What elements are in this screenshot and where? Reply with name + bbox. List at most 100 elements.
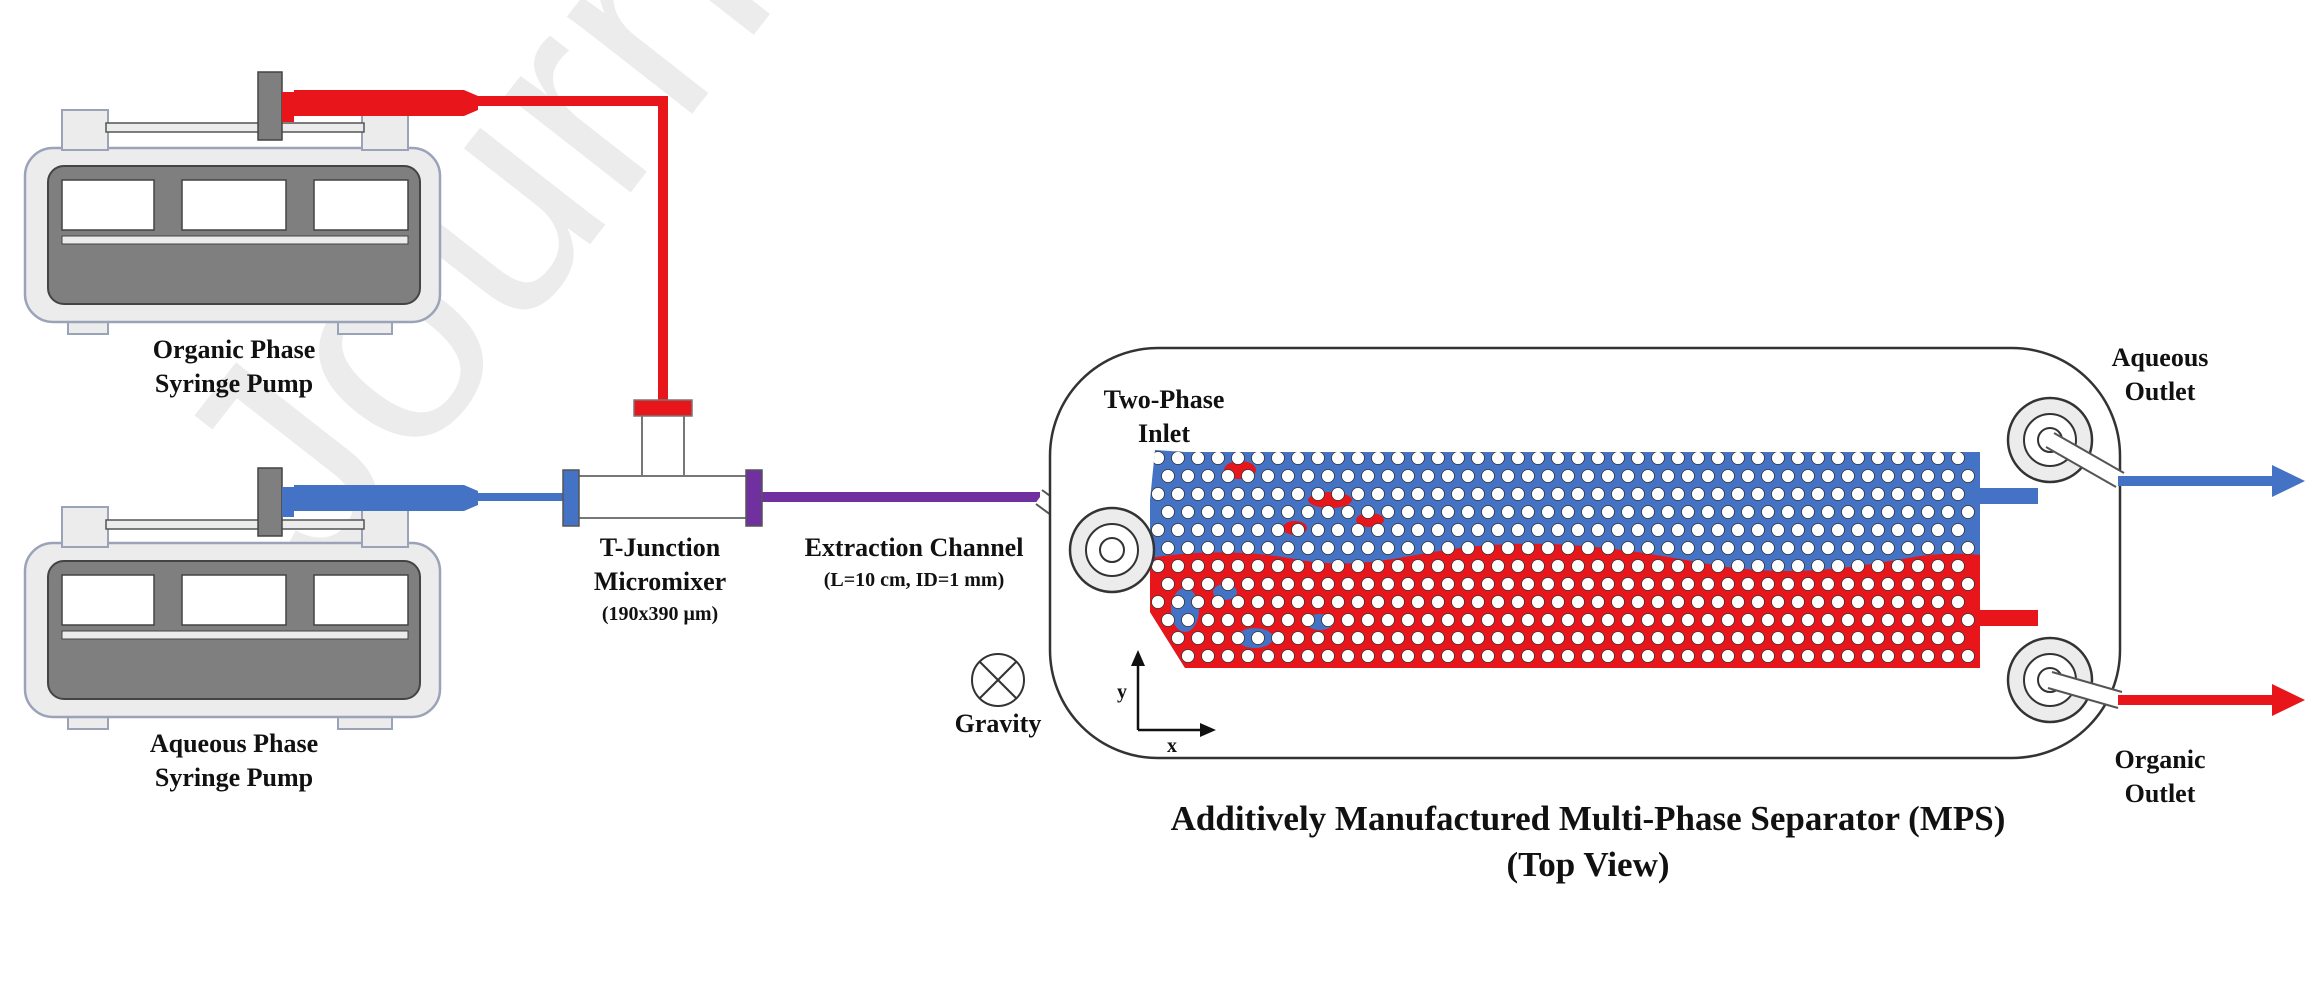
pore (1771, 559, 1785, 573)
pore (1421, 541, 1435, 555)
pore (1921, 541, 1935, 555)
pore (1951, 451, 1965, 465)
pore (1481, 541, 1495, 555)
pore (1361, 505, 1375, 519)
pump-display (313, 574, 409, 626)
pore (1241, 505, 1255, 519)
pore (1791, 631, 1805, 645)
pore (1901, 577, 1915, 591)
pore (1871, 523, 1885, 537)
pore (1511, 595, 1525, 609)
pore (1921, 505, 1935, 519)
aqueous-outlet-tube-outline (2053, 432, 2125, 474)
pore (1541, 649, 1555, 663)
pore (1611, 451, 1625, 465)
mixer-dimensions: (190x390 μm) (602, 603, 718, 625)
pore (1441, 469, 1455, 483)
pore (1901, 649, 1915, 663)
pump-tab (61, 506, 109, 548)
pore (1691, 523, 1705, 537)
pore (1801, 505, 1815, 519)
aqueous-outlet-tube (2046, 433, 2124, 487)
pore (1481, 649, 1495, 663)
pore (1521, 613, 1535, 627)
pore (1721, 505, 1735, 519)
pore (1401, 649, 1415, 663)
pore (1381, 577, 1395, 591)
pore (1511, 631, 1525, 645)
pore (1451, 595, 1465, 609)
pore (1951, 487, 1965, 501)
pore (1791, 595, 1805, 609)
pore (1411, 631, 1425, 645)
pore (1411, 595, 1425, 609)
pore (1911, 523, 1925, 537)
pore (1851, 451, 1865, 465)
pore (1661, 649, 1675, 663)
pore (1611, 487, 1625, 501)
pore (1641, 505, 1655, 519)
pore (1641, 613, 1655, 627)
pore (1621, 613, 1635, 627)
pore (1451, 487, 1465, 501)
pore (1511, 523, 1525, 537)
pore (1741, 541, 1755, 555)
pore (1491, 523, 1505, 537)
pore (1731, 631, 1745, 645)
pore (1501, 469, 1515, 483)
pore (1301, 613, 1315, 627)
pump-pusher-block (257, 71, 283, 141)
pore (1241, 469, 1255, 483)
pore (1441, 613, 1455, 627)
pore (1161, 541, 1175, 555)
pore (1701, 541, 1715, 555)
extraction-channel-spec: (L=10 cm, ID=1 mm) (824, 569, 1005, 591)
pore (1801, 613, 1815, 627)
pore (1821, 577, 1835, 591)
pore (1321, 505, 1335, 519)
pore (1581, 613, 1595, 627)
pore (1931, 595, 1945, 609)
pore (1931, 487, 1945, 501)
pore (1491, 559, 1505, 573)
pore (1771, 487, 1785, 501)
pore (1251, 631, 1265, 645)
pore (1801, 541, 1815, 555)
pore (1371, 487, 1385, 501)
pore (1181, 613, 1195, 627)
pore (1351, 523, 1365, 537)
pore (1511, 559, 1525, 573)
pore (1551, 451, 1565, 465)
pore (1441, 577, 1455, 591)
organic-feed-tubing (478, 96, 668, 400)
pore (1781, 505, 1795, 519)
pore (1761, 613, 1775, 627)
pore (1411, 559, 1425, 573)
pore (1331, 487, 1345, 501)
pore (1881, 649, 1895, 663)
pore (1901, 541, 1915, 555)
pore (1861, 577, 1875, 591)
pore (1751, 451, 1765, 465)
pore (1261, 505, 1275, 519)
pump-rod (105, 122, 365, 133)
pore (1291, 451, 1305, 465)
pore (1341, 469, 1355, 483)
aqueous-outlet-channel (1978, 488, 2038, 504)
pore (1691, 595, 1705, 609)
pore (1501, 541, 1515, 555)
pore (1441, 541, 1455, 555)
pore (1191, 595, 1205, 609)
pump-display (181, 179, 287, 231)
pore (1891, 523, 1905, 537)
pore (1291, 487, 1305, 501)
pore (1531, 559, 1545, 573)
pore (1471, 559, 1485, 573)
pore (1401, 541, 1415, 555)
pore (1861, 505, 1875, 519)
pore (1241, 649, 1255, 663)
aqueous-outlet-label-line1: Aqueous (2112, 343, 2209, 372)
pore (1181, 577, 1195, 591)
pore (1531, 487, 1545, 501)
